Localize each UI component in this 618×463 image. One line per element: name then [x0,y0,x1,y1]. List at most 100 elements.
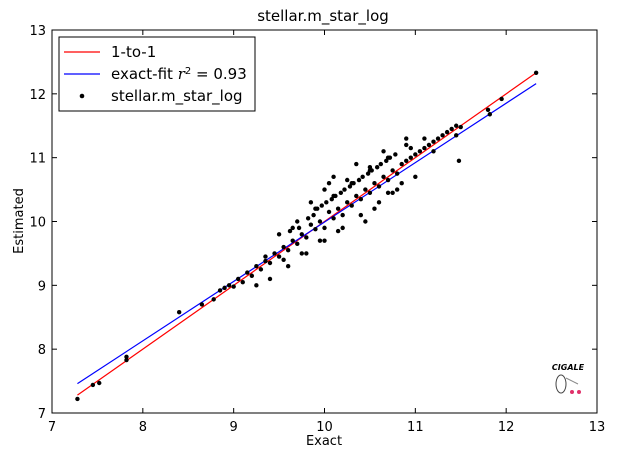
scatter-point [365,171,371,176]
scatter-point [304,251,309,256]
legend-r-squared-exponent: 2 [185,66,191,77]
scatter-point [231,284,236,289]
scatter-point [285,248,291,253]
scatter-point [426,142,432,148]
scatter-point [340,212,345,218]
scatter-point [240,279,245,285]
legend-label-exact-fit: exact-fit r2 = 0.93 [111,65,247,83]
scatter-point [449,126,454,132]
scatter-point [326,181,332,186]
scatter-point [296,225,302,231]
scatter-point [319,203,324,208]
scatter-point [422,145,427,151]
scatter-point [124,354,129,360]
scatter-point [394,171,400,176]
scatter-point [276,254,282,259]
scatter-point [331,193,336,199]
scatter-point [390,190,395,195]
scatter-point [217,288,223,293]
scatter-point [322,238,327,243]
scatter-point [322,225,327,231]
scatter-point [267,276,273,282]
scatter-point [331,216,336,221]
scatter-point [338,190,344,195]
scatter-point [458,124,463,130]
legend-marker-points [79,93,85,99]
y-tick-label: 8 [38,343,46,358]
legend-label-1-to-1: 1-to-1 [111,43,156,61]
y-tick-label: 10 [29,216,46,231]
x-axis-label: Exact [306,434,342,449]
scatter-point [249,273,255,278]
scatter-point [435,136,441,141]
scatter-point [404,142,409,148]
scatter-point [308,222,314,227]
scatter-point [499,96,504,102]
scatter-point [413,152,418,157]
scatter-point [245,270,250,275]
scatter-point [381,149,386,154]
scatter-point [331,174,336,180]
scatter-point [413,174,418,180]
scatter-point [372,181,377,186]
scatter-point [385,190,391,195]
scatter-point [440,133,445,138]
scatter-point [335,206,341,211]
scatter-point [358,212,364,218]
scatter-point [378,161,384,167]
cigale-logo-mark-1 [570,390,574,394]
scatter-point [340,225,345,231]
scatter-point [124,357,129,363]
scatter-point [299,232,304,237]
scatter-points [75,70,539,402]
scatter-point [263,258,268,264]
cigale-logo: CIGALE [552,363,585,394]
scatter-point [399,181,404,186]
scatter-point [454,133,459,138]
scatter-point [176,309,182,315]
scatter-point [290,225,295,231]
chart-title: stellar.m_star_log [257,7,389,26]
scatter-point [211,297,216,302]
scatter-point [393,152,398,157]
y-tick-label: 11 [29,152,46,167]
scatter-point [363,187,368,192]
scatter-point [431,149,436,154]
scatter-point [317,238,323,243]
scatter-point [308,200,314,205]
x-tick-label: 7 [48,420,56,435]
scatter-point [422,136,427,141]
scatter-point [444,129,450,135]
legend: 1-to-1 exact-fit r2 = 0.93 stellar.m_sta… [58,36,256,112]
cigale-logo-mark-2 [577,390,581,394]
legend-label-exact-fit-name: exact-fit [111,65,173,83]
scatter-point [354,161,359,167]
scatter-point [374,165,380,170]
scatter-point [347,184,353,189]
scatter-point [354,193,359,199]
scatter-point [263,254,268,259]
y-tick-label: 13 [29,24,46,39]
axis-ticks: 7 8 9 10 11 12 13 7 8 9 10 11 12 13 [29,24,605,435]
scatter-point [290,238,295,243]
scatter-point [394,187,400,192]
scatter-point [295,241,300,247]
scatter-point [345,177,350,183]
scatter-point [385,155,391,160]
scatter-point [199,302,205,307]
cigale-logo-cicada [555,374,567,394]
legend-r-squared-symbol: r [178,65,186,83]
scatter-point [390,168,395,173]
scatter-point [287,228,293,234]
scatter-point [404,158,409,164]
x-tick-label: 9 [230,420,238,435]
scatter-point [313,206,318,211]
scatter-point [485,107,491,112]
scatter-point [97,380,102,386]
scatter-point [272,251,277,256]
scatter-point [305,216,311,221]
scatter-point [313,226,318,232]
scatter-point [408,155,413,160]
scatter-point [322,187,327,192]
